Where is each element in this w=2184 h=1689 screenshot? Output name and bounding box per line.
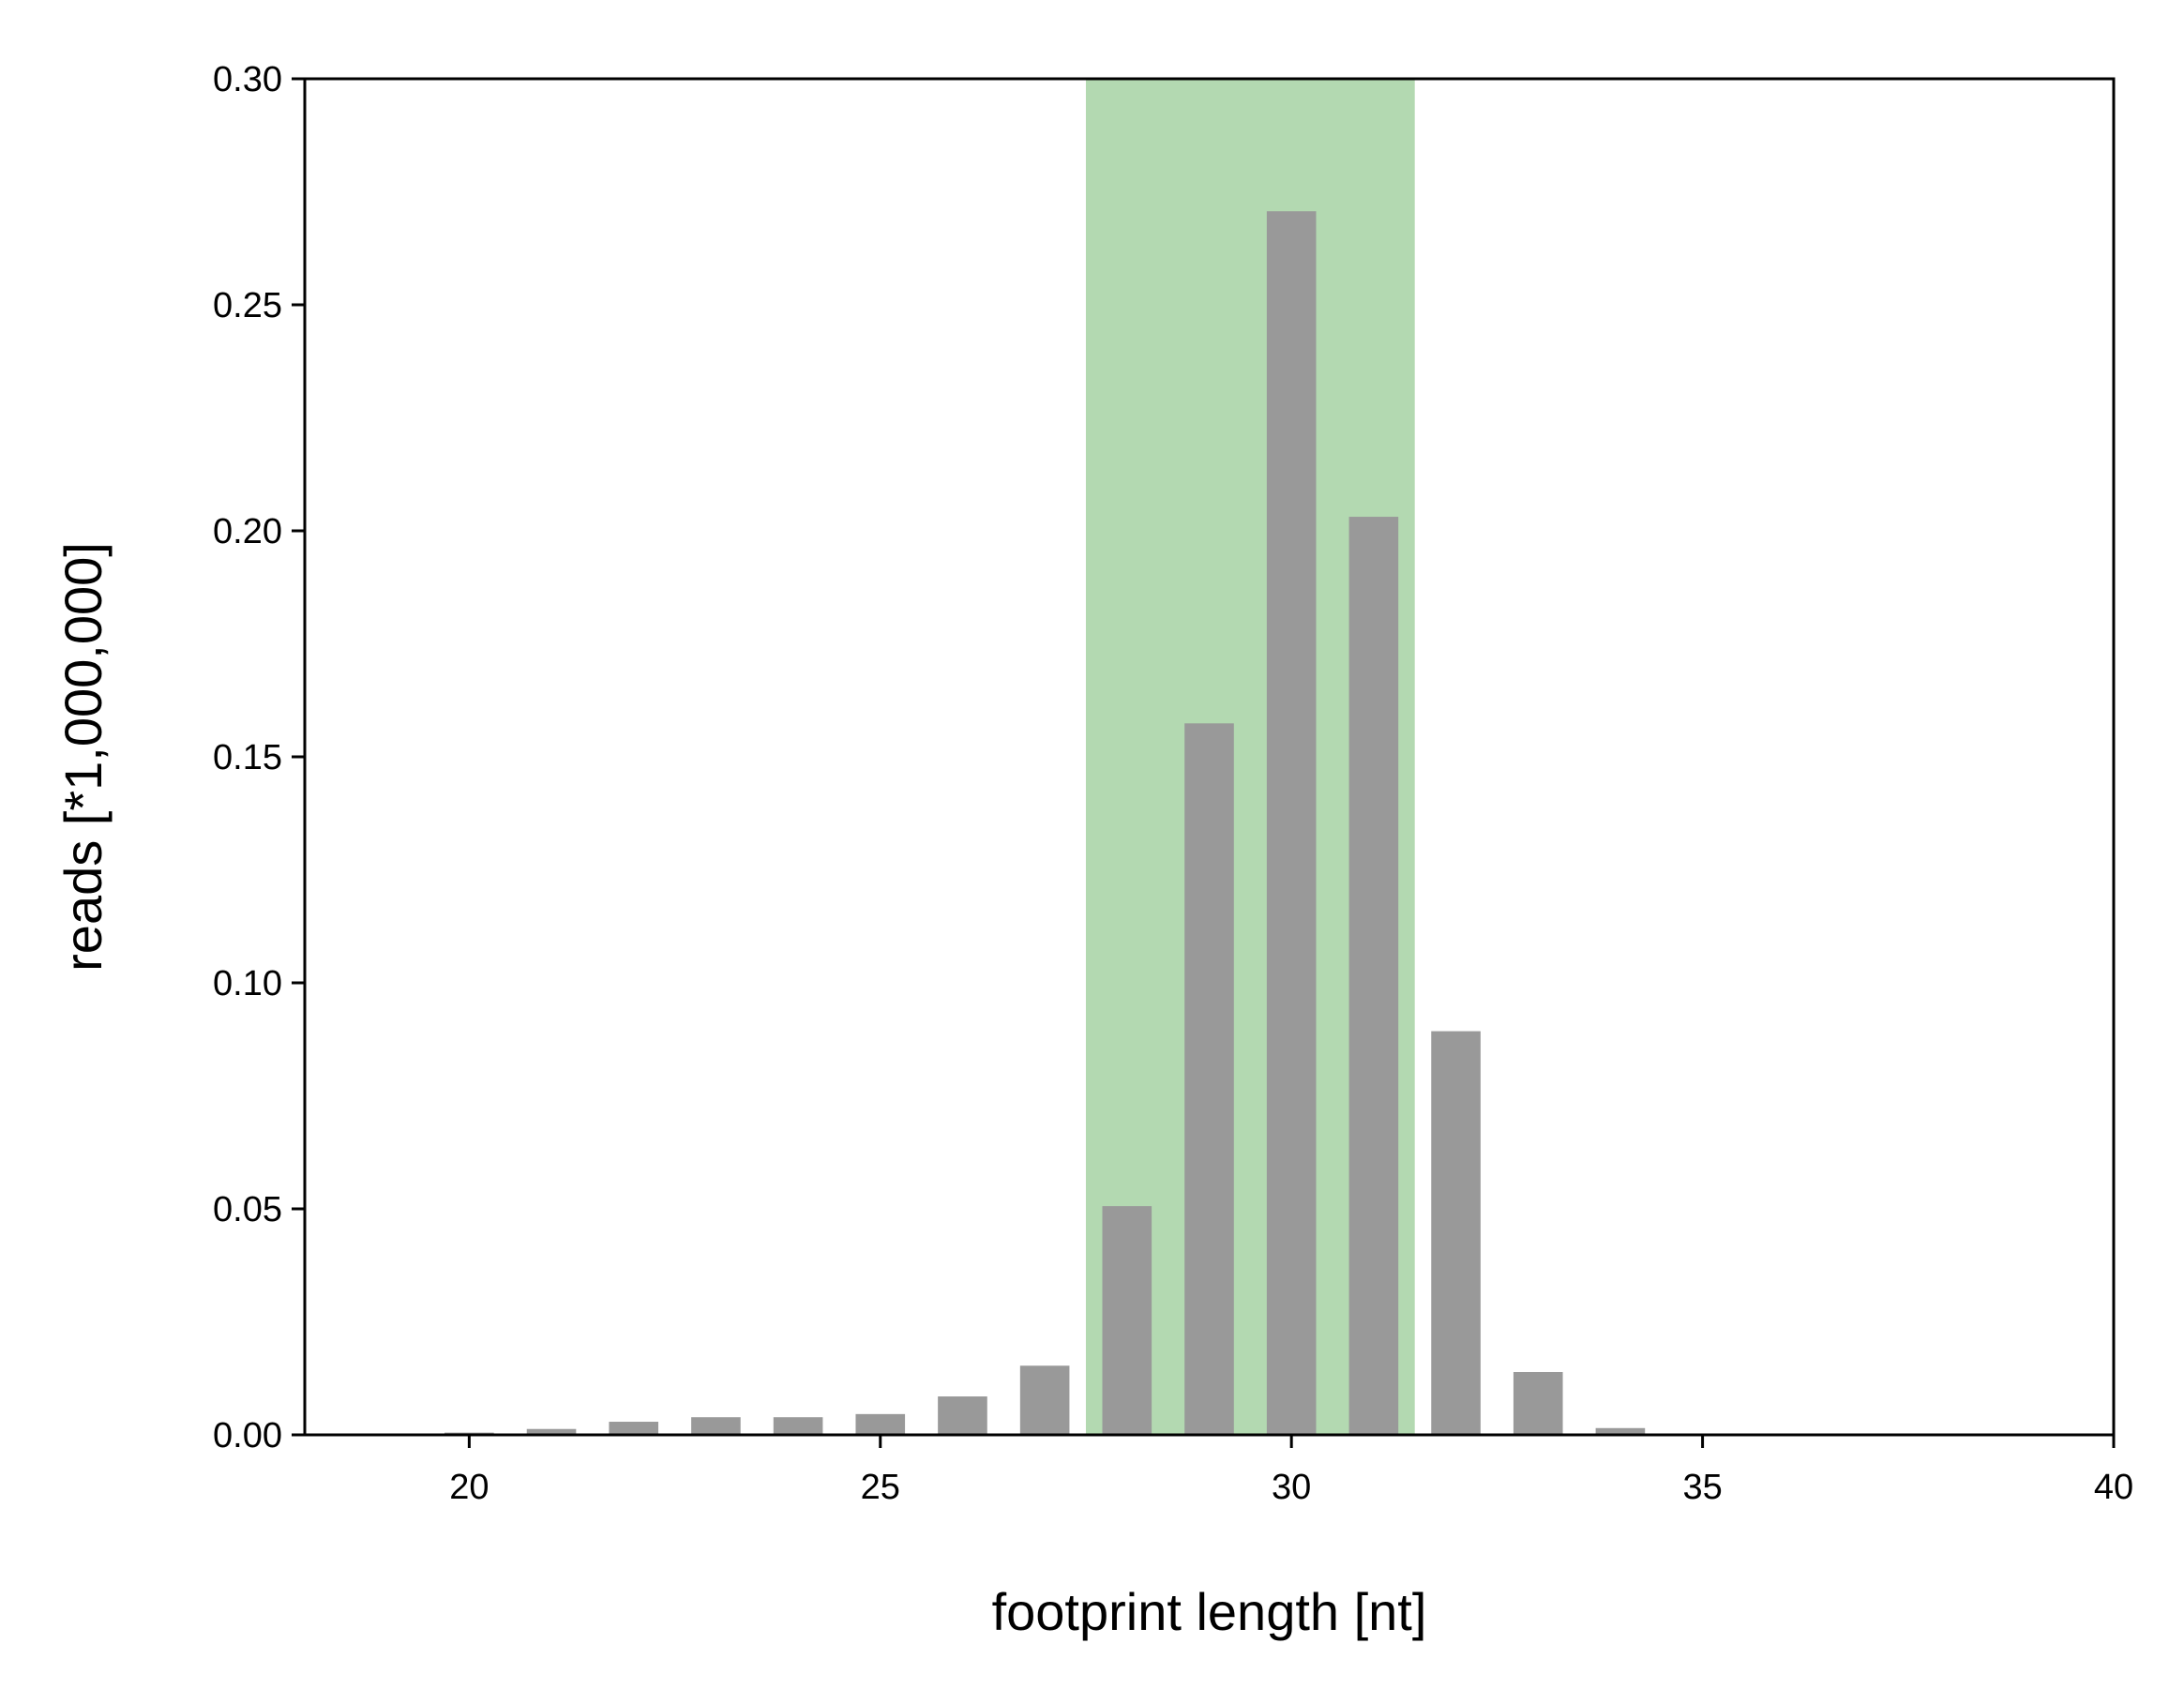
bar-24 [773, 1417, 823, 1435]
bars-layer [444, 211, 1646, 1436]
bar-25 [855, 1413, 906, 1435]
bar-32 [1431, 1031, 1481, 1435]
x-tick-label: 35 [1682, 1468, 1722, 1507]
y-tick-label: 0.15 [213, 738, 282, 777]
bar-21 [526, 1428, 577, 1435]
y-axis: 0.00 0.05 0.10 0.15 0.20 0.25 0.30 [213, 60, 305, 1455]
bar-23 [691, 1417, 741, 1435]
x-tick-label: 40 [2094, 1468, 2133, 1507]
y-axis-title: reads [*1,000,000] [53, 542, 113, 972]
x-tick-label: 20 [449, 1468, 489, 1507]
y-tick-label: 0.10 [213, 964, 282, 1003]
x-axis: 20 25 30 35 40 [449, 1435, 2133, 1507]
x-tick-label: 30 [1272, 1468, 1311, 1507]
bar-29 [1184, 723, 1234, 1435]
bar-31 [1348, 517, 1399, 1435]
y-tick-label: 0.30 [213, 60, 282, 99]
y-tick-label: 0.05 [213, 1190, 282, 1229]
y-tick-label: 0.25 [213, 286, 282, 325]
bar-26 [938, 1396, 987, 1435]
bar-27 [1019, 1365, 1070, 1435]
bar-28 [1102, 1206, 1152, 1435]
bar-34 [1595, 1427, 1646, 1435]
bar-30 [1266, 211, 1317, 1436]
y-tick-label: 0.00 [213, 1416, 282, 1455]
x-tick-label: 25 [861, 1468, 900, 1507]
bar-33 [1513, 1372, 1563, 1435]
y-tick-label: 0.20 [213, 512, 282, 551]
bar-22 [609, 1422, 659, 1435]
x-axis-title: footprint length [nt] [992, 1582, 1427, 1641]
